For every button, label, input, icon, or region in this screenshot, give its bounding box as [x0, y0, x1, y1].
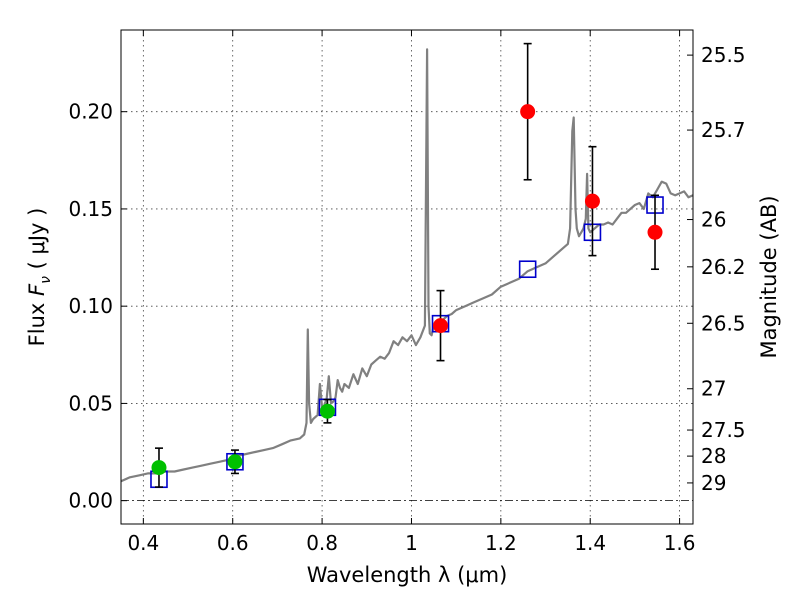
y-tick-label: 0.20	[68, 100, 113, 124]
nir-photometry-point	[647, 224, 663, 240]
optical-photometry-point	[227, 454, 243, 470]
magnitude-tick-label: 25.7	[701, 118, 746, 142]
magnitude-tick-label: 27.5	[701, 418, 746, 442]
y-axis-label-prefix: Flux	[25, 296, 49, 346]
magnitude-tick-label: 25.5	[701, 43, 746, 67]
magnitude-tick-label: 27	[701, 377, 726, 401]
x-tick-label: 0.4	[127, 531, 159, 555]
plot-area	[120, 42, 694, 489]
y-tick-label: 0.00	[68, 489, 113, 513]
magnitude-tick-label: 28	[701, 444, 726, 468]
x-tick-label: 1.2	[485, 531, 517, 555]
magnitude-tick-label: 26.5	[701, 311, 746, 335]
nir-photometry-point	[433, 318, 449, 334]
y-axis-label-subscript: ν	[38, 276, 54, 284]
x-tick-label: 1	[405, 531, 418, 555]
magnitude-tick-label: 29	[701, 471, 726, 495]
y-tick-label: 0.10	[68, 294, 113, 318]
x-tick-label: 0.8	[306, 531, 338, 555]
nir-photometry-point	[584, 193, 600, 209]
optical-photometry-point	[319, 403, 335, 419]
spectrum-line	[120, 48, 694, 483]
y-tick-label: 0.05	[68, 391, 113, 415]
y-axis-label: Flux Fν ( μJy )	[25, 208, 54, 347]
optical-photometry-point	[151, 460, 167, 476]
x-tick-label: 1.6	[664, 531, 696, 555]
y-tick-label: 0.15	[68, 197, 113, 221]
grid	[121, 30, 693, 524]
y-axis-label-symbol: F	[25, 283, 49, 296]
ticks: 0.4 0.6 0.8 1 1.2 1.4 1.6 0.00 0.05 0.10 0.15 0.20 2…	[68, 30, 746, 555]
model-photometry-square	[518, 260, 537, 279]
right-axis-label: Magnitude (AB)	[757, 195, 781, 358]
x-tick-label: 1.4	[574, 531, 606, 555]
y-axis-label-suffix: ( μJy )	[25, 208, 49, 276]
x-tick-label: 0.6	[217, 531, 249, 555]
magnitude-tick-label: 26	[701, 208, 726, 232]
magnitude-tick-label: 26.2	[701, 255, 746, 279]
nir-photometry-point	[520, 104, 536, 120]
axes-frame	[120, 29, 694, 525]
x-axis-label: Wavelength λ (μm)	[307, 563, 508, 587]
